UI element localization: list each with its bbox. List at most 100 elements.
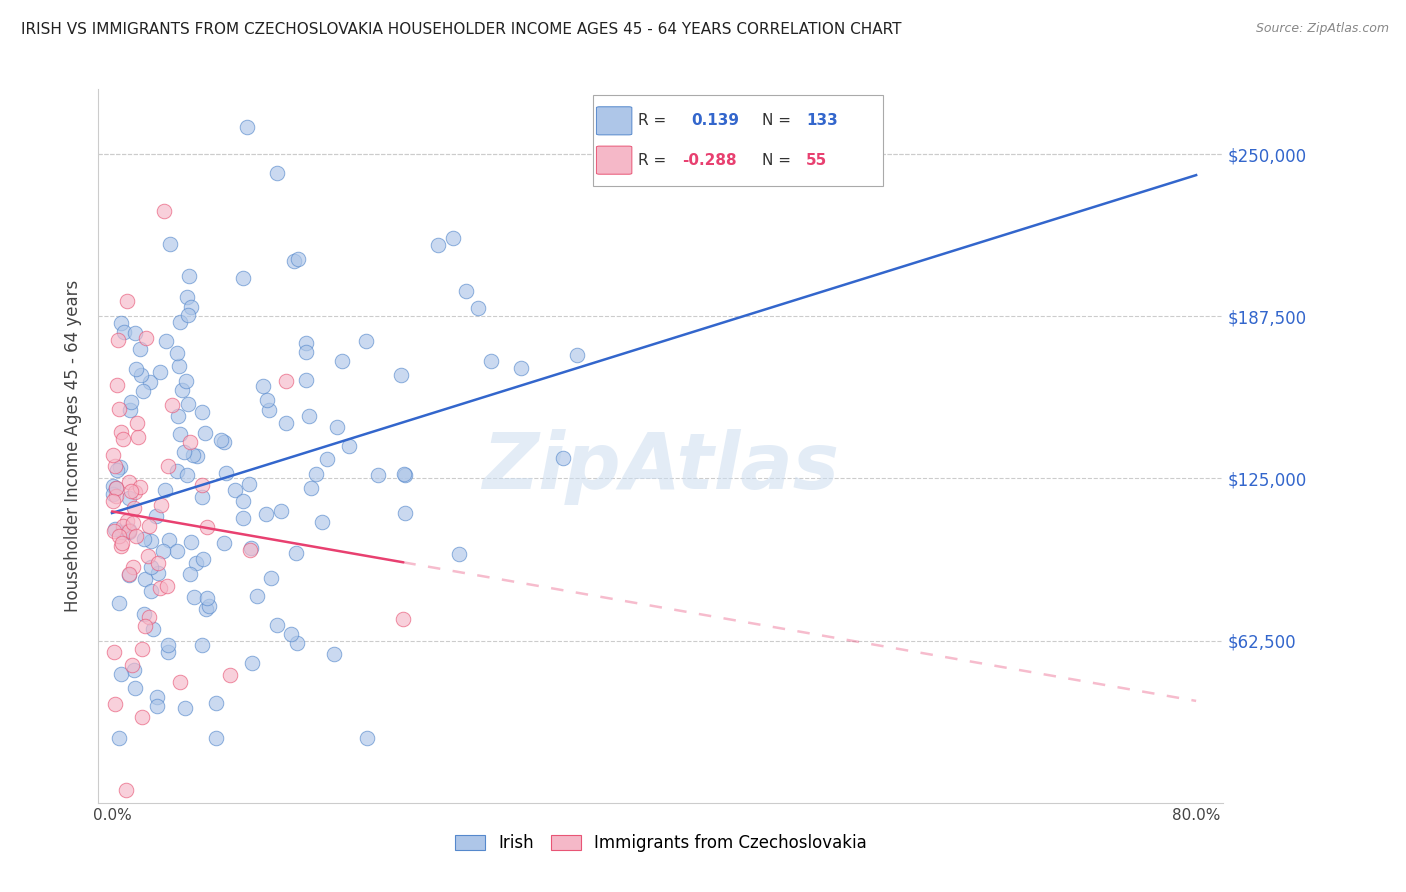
Point xyxy=(169,674,191,689)
Point xyxy=(174,374,197,388)
Point xyxy=(367,468,389,483)
Point xyxy=(157,638,180,652)
Point xyxy=(181,448,204,462)
Point xyxy=(246,589,269,603)
Point xyxy=(118,566,141,581)
Point xyxy=(276,375,298,389)
Point xyxy=(285,635,308,649)
Point xyxy=(177,308,200,322)
Point xyxy=(215,466,238,480)
Point xyxy=(117,514,139,528)
Point xyxy=(392,612,415,626)
Point xyxy=(110,460,132,475)
Point xyxy=(105,481,128,495)
Point xyxy=(280,627,302,641)
Point xyxy=(394,468,416,483)
Point xyxy=(239,542,262,557)
Point xyxy=(191,490,214,504)
Point xyxy=(118,475,141,490)
Point xyxy=(239,541,262,555)
Point xyxy=(167,359,190,373)
Point xyxy=(180,300,202,314)
Point xyxy=(122,663,145,677)
Point xyxy=(211,433,233,447)
Point xyxy=(191,551,214,566)
Point xyxy=(104,481,127,495)
Point xyxy=(266,618,288,632)
Point xyxy=(152,543,174,558)
Point xyxy=(180,534,202,549)
Point xyxy=(149,365,172,379)
Point xyxy=(129,368,152,383)
Point xyxy=(103,479,125,493)
Point xyxy=(112,325,135,339)
Point xyxy=(153,483,176,497)
Point xyxy=(108,596,131,610)
Point xyxy=(166,543,188,558)
Point xyxy=(172,383,194,397)
Point xyxy=(567,348,589,362)
Point xyxy=(232,511,254,525)
Point xyxy=(394,506,416,520)
Point xyxy=(110,317,132,331)
Point xyxy=(110,425,132,439)
Text: R =: R = xyxy=(638,113,666,128)
Point xyxy=(257,403,280,417)
Point xyxy=(551,450,574,465)
Point xyxy=(283,254,305,268)
Point xyxy=(132,384,155,398)
Point xyxy=(107,528,129,542)
Point xyxy=(174,701,197,715)
Legend: Irish, Immigrants from Czechoslovakia: Irish, Immigrants from Czechoslovakia xyxy=(449,828,873,859)
Point xyxy=(110,539,132,553)
Point xyxy=(195,591,218,606)
Point xyxy=(295,335,318,350)
Point xyxy=(509,360,531,375)
Point xyxy=(118,491,141,505)
Point xyxy=(131,642,153,657)
Point xyxy=(104,698,127,712)
Point xyxy=(120,483,142,498)
Point xyxy=(177,397,200,411)
Point xyxy=(454,284,477,298)
Point xyxy=(212,536,235,550)
Point xyxy=(111,536,134,550)
Y-axis label: Householder Income Ages 45 - 64 years: Householder Income Ages 45 - 64 years xyxy=(65,280,83,612)
Point xyxy=(107,333,129,347)
Point xyxy=(115,294,138,309)
Point xyxy=(125,362,148,376)
Point xyxy=(191,405,214,419)
Point xyxy=(118,525,141,540)
Point xyxy=(104,522,127,536)
Point xyxy=(195,601,218,615)
Text: 0.139: 0.139 xyxy=(690,113,740,128)
Point xyxy=(256,393,278,408)
Point xyxy=(103,494,125,508)
FancyBboxPatch shape xyxy=(596,107,631,135)
Point xyxy=(447,547,470,561)
Point xyxy=(169,315,191,329)
Point xyxy=(111,432,134,446)
Point xyxy=(149,581,172,595)
Point xyxy=(105,463,128,477)
Point xyxy=(142,622,165,636)
Point xyxy=(131,709,153,723)
Point xyxy=(284,546,307,560)
Point xyxy=(179,435,201,450)
Point xyxy=(159,236,181,251)
Point xyxy=(297,409,319,423)
Point xyxy=(134,619,156,633)
Point xyxy=(481,354,503,368)
Point xyxy=(441,231,464,245)
Text: ZipAtlas: ZipAtlas xyxy=(482,429,839,506)
Point xyxy=(127,430,149,444)
Point xyxy=(186,450,208,464)
Point xyxy=(103,448,125,462)
Point xyxy=(135,331,157,345)
Point xyxy=(191,638,214,652)
Point xyxy=(156,645,179,659)
Point xyxy=(179,566,201,581)
Point xyxy=(122,501,145,516)
Point xyxy=(120,394,142,409)
Point xyxy=(104,489,127,503)
